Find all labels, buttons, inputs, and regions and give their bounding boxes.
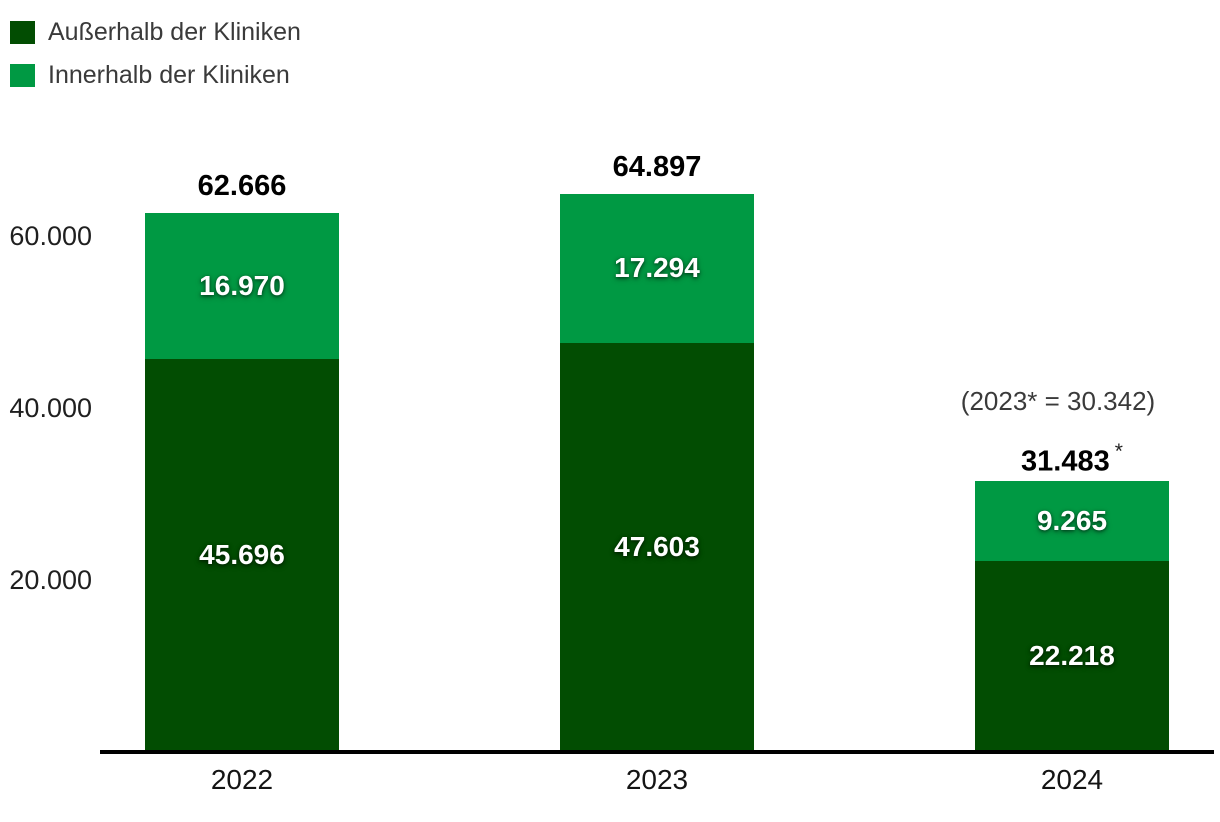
bar-segment-outer: 47.603 — [560, 342, 754, 752]
bar-segment-inner: 9.265 — [975, 481, 1169, 561]
y-tick-label: 40.000 — [9, 393, 92, 423]
legend-label: Innerhalb der Kliniken — [48, 60, 290, 89]
x-axis-line — [100, 750, 1214, 754]
chart-legend: Außerhalb der Kliniken Innerhalb der Kli… — [10, 16, 301, 102]
legend-label: Außerhalb der Kliniken — [48, 17, 301, 46]
bar-value-label: 9.265 — [1036, 505, 1108, 537]
bar-value-label: 22.218 — [1029, 640, 1115, 672]
bar-value-label: 16.970 — [199, 270, 285, 302]
bar-value-label: 45.696 — [199, 539, 285, 571]
legend-swatch-innerhalb — [10, 63, 35, 87]
legend-item-ausserhalb: Außerhalb der Kliniken — [10, 16, 301, 48]
legend-item-innerhalb: Innerhalb der Kliniken — [10, 59, 301, 91]
bar-segment-inner: 16.970 — [145, 213, 339, 359]
legend-swatch-ausserhalb — [10, 20, 35, 44]
bar-value-label: 17.294 — [614, 252, 700, 284]
bar-total-label: 64.897 — [612, 150, 702, 183]
x-tick-label: 2022 — [210, 764, 274, 795]
bar-segment-outer: 22.218 — [975, 560, 1169, 752]
bar-total-label: 31.483 * — [1021, 440, 1123, 478]
bar-total-label: 62.666 — [197, 170, 287, 203]
y-tick-label: 60.000 — [9, 221, 92, 251]
x-tick-label: 2023 — [625, 764, 689, 795]
y-tick-label: 20.000 — [9, 565, 92, 595]
annotation-label: (2023* = 30.342) — [960, 386, 1156, 417]
total-asterisk: * — [1114, 440, 1123, 464]
bar-segment-inner: 17.294 — [560, 193, 754, 343]
bar-value-label: 47.603 — [614, 531, 700, 563]
x-tick-label: 2024 — [1040, 764, 1104, 795]
bar-segment-outer: 45.696 — [145, 359, 339, 752]
